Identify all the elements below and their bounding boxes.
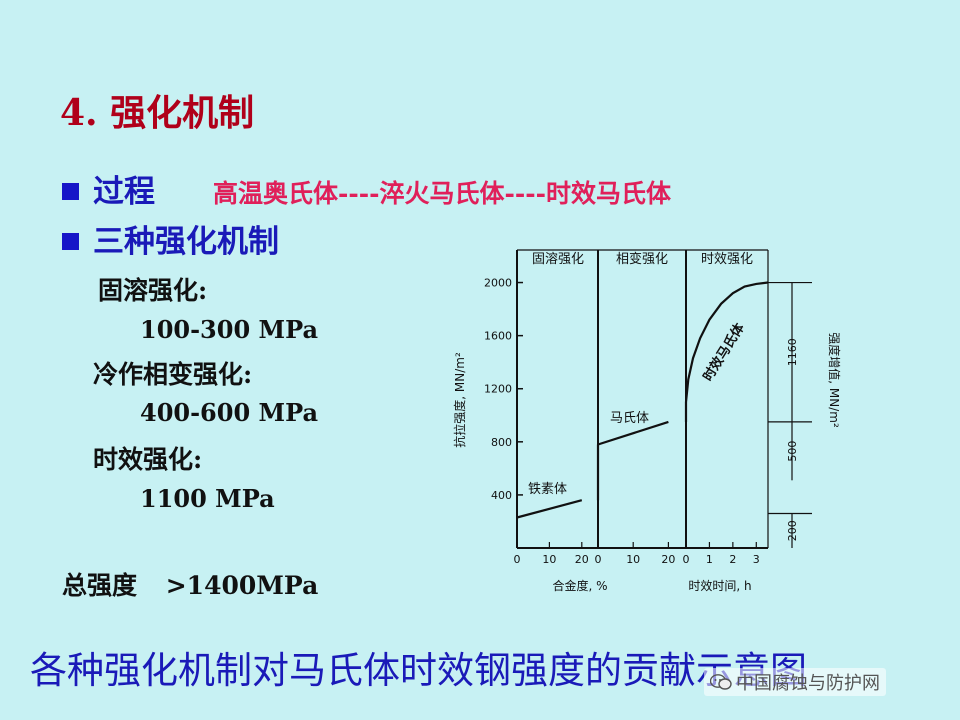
section-header: 相变强化 [616, 251, 668, 267]
slide-title: 4. 强化机制 [60, 92, 255, 134]
series-line [597, 420, 669, 446]
watermark: 中国腐蚀与防护网 [704, 668, 886, 696]
total-strength-row: 总强度 >1400MPa [62, 566, 318, 602]
y-tick-label: 2000 [484, 277, 512, 290]
x-tick-label: 20 [661, 553, 675, 566]
series-line [516, 499, 583, 519]
mechanism-name: 时效强化: [93, 445, 203, 474]
section-header: 时效强化 [701, 252, 753, 267]
series-label-martensite: 马氏体 [610, 411, 649, 426]
series-label-ferrite: 铁素体 [528, 482, 567, 497]
total-value: >1400MPa [165, 571, 319, 600]
bullet-square-icon [62, 183, 79, 200]
wechat-icon [710, 674, 732, 690]
x-axis-label: 合金度, % [552, 578, 607, 593]
mechanism-name: 冷作相变强化: [93, 360, 253, 389]
x-tick-label: 0 [595, 553, 602, 566]
x-tick-label: 0 [683, 553, 690, 566]
section-header: 固溶强化 [532, 252, 584, 267]
y-tick-label: 1200 [484, 383, 512, 396]
y-tick-label: 1600 [484, 330, 512, 343]
x-tick-label: 3 [753, 553, 760, 566]
right-axis-label: 强度增值, MN/m² [827, 332, 842, 428]
y-tick-label: 400 [491, 489, 512, 502]
x-axis-ticks: 0 10 20 0 10 20 0 1 2 3 [514, 542, 760, 566]
y-axis-ticks: 400 800 1200 1600 2000 [484, 277, 523, 502]
series-line [684, 281, 769, 403]
y-tick-label: 800 [491, 436, 512, 449]
chart-curves [516, 281, 769, 519]
mechanisms-row: 三种强化机制 [62, 216, 279, 261]
mechanism-value: 1100 MPa [140, 484, 275, 513]
total-label: 总强度 [62, 571, 138, 600]
process-value: 高温奥氏体----淬火马氏体----时效马氏体 [213, 179, 672, 208]
process-label: 过程 [93, 174, 155, 210]
mechanism-value: 400-600 MPa [140, 398, 319, 427]
x-tick-label: 20 [575, 553, 589, 566]
slide-caption: 各种强化机制对马氏体时效钢强度的贡献示意图 [30, 649, 807, 692]
x-axis-label: 时效时间, h [688, 578, 751, 593]
x-tick-label: 10 [542, 553, 556, 566]
mechanisms-label: 三种强化机制 [93, 224, 279, 260]
mechanism-name: 固溶强化: [98, 276, 208, 305]
x-tick-label: 10 [626, 553, 640, 566]
mechanism-value: 100-300 MPa [140, 315, 319, 344]
process-row: 过程 高温奥氏体----淬火马氏体----时效马氏体 [62, 166, 671, 211]
increment-label: 200 [786, 520, 799, 541]
bullet-square-icon [62, 233, 79, 250]
y-axis-label: 抗拉强度, MN/m² [452, 352, 467, 448]
x-tick-label: 0 [514, 553, 521, 566]
watermark-text: 中国腐蚀与防护网 [736, 673, 880, 694]
increment-label: 500 [786, 441, 799, 462]
series-label-aged-martensite: 时效马氏体 [700, 320, 749, 384]
x-tick-label: 1 [706, 553, 713, 566]
strength-increments: 200 500 1160 [768, 281, 812, 548]
increment-label: 1160 [786, 338, 799, 366]
x-tick-label: 2 [729, 553, 736, 566]
